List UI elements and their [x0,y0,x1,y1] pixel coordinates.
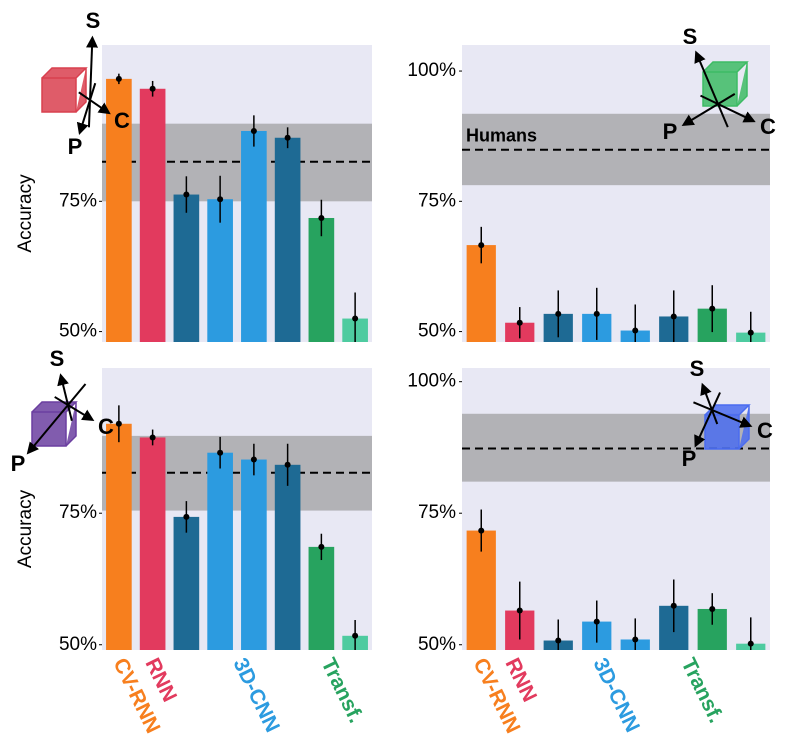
bar-point [250,456,257,463]
bar [274,137,301,342]
bar-point [318,214,325,221]
bar [274,464,301,650]
y-tick-label: 100% [407,371,456,392]
bar-point [183,191,190,198]
icon-axis [86,35,99,128]
icon-axis-label: S [86,8,101,33]
y-tick-label: 75% [418,190,456,211]
icon-axis [694,392,721,448]
icon-axis-label: S [690,356,705,381]
icon-axis [694,50,729,128]
bar-point [217,449,224,456]
y-tick-label: 75% [418,502,456,523]
bar-point [516,607,523,614]
model-group-label: Transf. [317,655,368,727]
bar-point [478,242,485,249]
bar [308,217,335,342]
icon-axis-label: P [68,134,83,159]
icon-axis-label: C [757,418,773,443]
bar-point [250,127,257,134]
annotation: Humans [466,125,537,145]
bar-point [352,632,359,639]
icon-axis [681,92,736,126]
icon-axis-label: C [760,114,776,139]
bar-point [149,434,156,441]
bar [207,452,233,650]
bar-point [217,196,224,203]
y-tick-label: 50% [59,321,97,342]
bar-point [747,329,754,336]
icon-axis-label: P [682,446,697,471]
y-tick-label: 75% [59,190,97,211]
bar [241,459,267,650]
bar [106,78,132,343]
bar-point [318,543,325,550]
icon-axis-label: C [98,414,114,439]
icon-axis-label: P [11,451,26,476]
bar-point [747,640,754,647]
bar [241,130,267,342]
bar-point [555,310,562,317]
y-axis-label: Accuracy [15,489,36,568]
bar-point [593,310,600,317]
y-tick-label: 50% [418,321,456,342]
human-band [462,113,770,186]
bar-point [516,319,523,326]
y-tick-label: 100% [407,60,456,81]
y-tick-label: 50% [418,634,456,655]
bar-point [670,602,677,609]
bar-point [670,313,677,320]
bar-point [632,636,639,643]
cube-icon [41,67,88,113]
bar [207,199,233,342]
icon-axis [78,91,111,115]
bar [173,516,200,650]
icon-axis-label: P [663,119,678,144]
model-group-label: 3D-CNN [229,655,284,736]
bar [139,88,166,342]
icon-axis [700,382,719,425]
bar-point [593,618,600,625]
y-tick-label: 75% [59,502,97,523]
icon-axis [26,383,87,455]
bar-point [149,85,156,92]
y-axis-label: Accuracy [15,174,36,253]
bar [173,194,200,342]
bar [139,437,166,650]
icon-axis-label: C [114,108,130,133]
icon-axis-label: S [683,24,698,49]
model-group-label: 3D-CNN [589,655,644,736]
bar-point [555,637,562,644]
y-tick-label: 50% [59,634,97,655]
icon-axis [76,82,97,136]
bar-point [284,461,291,468]
icon-axis [693,401,753,428]
bar-point [115,75,122,82]
icon-axis [54,396,95,421]
bar-point [352,315,359,322]
bar-point [183,513,190,520]
bar-point [115,420,122,427]
bar-point [632,327,639,334]
icon-axis [700,94,756,123]
icon-axis [57,373,73,421]
bar-point [478,527,485,534]
bar-point [284,134,291,141]
model-group-label: Transf. [677,655,728,727]
icon-axis-label: S [50,346,65,371]
bar-point [709,605,716,612]
bar [308,546,335,650]
bar [106,423,132,650]
cube-icon [704,404,751,450]
bar-point [709,305,716,312]
